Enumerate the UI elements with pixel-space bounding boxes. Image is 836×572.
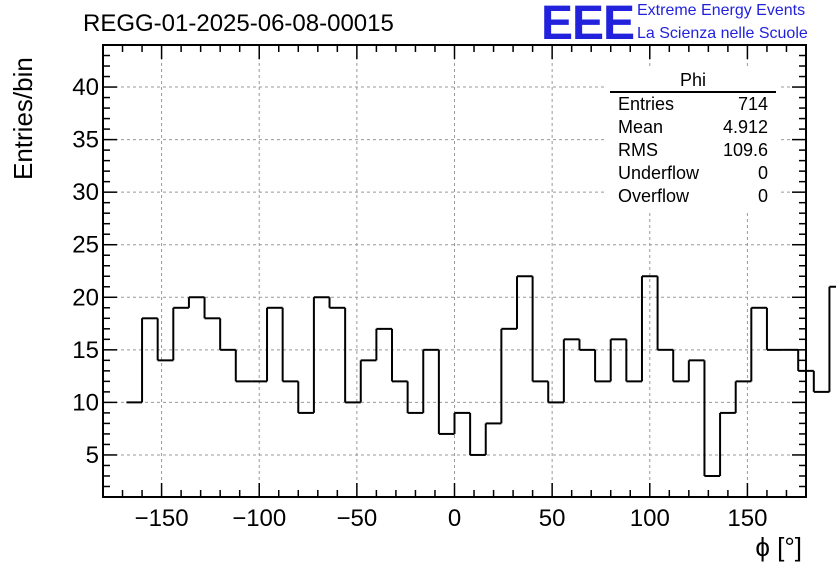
- y-tick-label: 20: [72, 284, 99, 311]
- x-axis-label: ϕ [°]: [755, 532, 802, 562]
- y-axis-label: Entries/bin: [8, 57, 38, 180]
- x-tick-label: −150: [135, 505, 189, 532]
- y-tick-label: 10: [72, 389, 99, 416]
- y-tick-label: 30: [72, 179, 99, 206]
- stats-label: RMS: [618, 140, 658, 160]
- stats-title: Phi: [610, 70, 776, 93]
- stats-box: Phi Entries 714 Mean 4.912 RMS 109.6 Underf…: [610, 70, 776, 208]
- x-tick-label: 50: [539, 505, 566, 532]
- stats-row: Entries 714: [610, 93, 776, 116]
- stats-value: 0: [757, 186, 768, 206]
- stats-label: Underflow: [618, 163, 700, 183]
- x-tick-label: 100: [630, 505, 670, 532]
- stats-label: Entries: [618, 94, 675, 114]
- stats-row: Overflow 0: [610, 185, 776, 208]
- y-tick-label: 15: [72, 337, 99, 364]
- stats-row: Mean 4.912: [610, 116, 776, 139]
- logo-line-2: La Scienza nelle Scuole: [637, 25, 808, 42]
- logo-line-1: Extreme Energy Events: [637, 2, 806, 19]
- x-tick-label: 150: [727, 505, 767, 532]
- eee-logo: EEE: [541, 0, 635, 50]
- stats-label: Overflow: [618, 186, 690, 206]
- chart-title: REGG-01-2025-06-08-00015: [83, 10, 394, 37]
- y-tick-label: 25: [72, 232, 99, 259]
- stats-value: 0: [757, 163, 768, 183]
- y-tick-label: 35: [72, 127, 99, 154]
- stats-value: 714: [737, 94, 768, 114]
- y-tick-label: 5: [86, 442, 99, 469]
- stats-row: RMS 109.6: [610, 139, 776, 162]
- x-tick-label: 0: [448, 505, 461, 532]
- stats-value: 4.912: [722, 117, 768, 137]
- x-tick-label: −50: [337, 505, 378, 532]
- stats-label: Mean: [618, 117, 664, 137]
- stats-value: 109.6: [722, 140, 768, 160]
- x-tick-label: −100: [232, 505, 286, 532]
- stats-row: Underflow 0: [610, 162, 776, 185]
- stats-box-background: [606, 66, 780, 212]
- y-tick-label: 40: [72, 74, 99, 101]
